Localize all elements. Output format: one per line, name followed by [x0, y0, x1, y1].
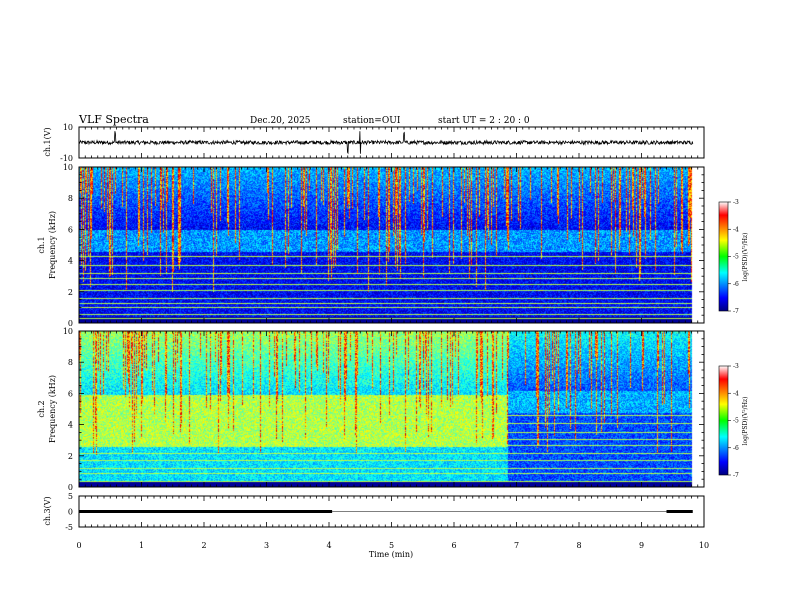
colorbar-tick-label: -4	[733, 390, 739, 397]
xtick-label: 4	[326, 541, 331, 550]
ch1-spectrogram-image	[79, 167, 704, 323]
xtick-label: 8	[576, 541, 581, 550]
ch2-spectrogram-panel: ch.2 Frequency (kHz)	[37, 330, 705, 488]
colorbar-2: -3 -4 -5 -6 -7 log(PSD)(V²/Hz)	[718, 363, 749, 479]
colorbar-tick-label: -7	[733, 472, 739, 479]
colorbar-1: -3 -4 -5 -6 -7 log(PSD)(V²/Hz)	[718, 199, 749, 315]
spec2-ytick-label: 2	[68, 452, 73, 461]
xtick-label: 10	[699, 541, 709, 550]
date-label: Dec.20, 2025	[250, 116, 311, 126]
figure-title: VLF Spectra	[78, 113, 149, 126]
colorbar-tick-label: -3	[733, 199, 739, 206]
ch3-ytick-top: 5	[68, 492, 73, 501]
xtick-label: 3	[264, 541, 269, 550]
ch3-ytick-middle: 0	[68, 508, 73, 517]
spec1-ytick-label: 6	[68, 225, 73, 234]
ch3-panel: 5 -5 ch.3(V)	[43, 492, 705, 532]
spec2-ytick-label: 8	[68, 358, 73, 367]
colorbar-tick-label: -6	[733, 281, 739, 288]
ch1-spectrogram-ylabel-2: Frequency (kHz)	[48, 211, 57, 279]
start-ut-label: start UT = 2 : 20 : 0	[438, 116, 530, 126]
ch1-waveform-ylabel: ch.1(V)	[43, 127, 52, 156]
xtick-label: 2	[201, 541, 206, 550]
colorbar-2-gradient	[718, 365, 729, 476]
colorbar-tick-label: -3	[733, 363, 739, 370]
colorbar-1-ticks: -3 -4 -5 -6 -7	[728, 199, 739, 315]
colorbar-tick-label: -7	[733, 308, 739, 315]
colorbar-1-gradient	[718, 201, 729, 312]
ch2-spectrogram-ylabel-2: Frequency (kHz)	[48, 375, 57, 443]
ch1-ytick-bottom: -10	[60, 154, 73, 163]
ch2-spectrogram-image	[79, 331, 704, 487]
xtick-label: 0	[76, 541, 81, 550]
spec1-ytick-label: 4	[68, 257, 73, 266]
spec2-ytick-label: 0	[68, 483, 73, 492]
spec1-ytick-label: 0	[68, 319, 73, 328]
xtick-label: 6	[451, 541, 456, 550]
ch3-ytick-bottom: -5	[65, 523, 73, 532]
colorbar-2-ticks: -3 -4 -5 -6 -7	[728, 363, 739, 479]
xtick-label: 5	[389, 541, 394, 550]
xtick-label: 9	[639, 541, 644, 550]
ch2-spectrogram-ylabel-1: ch.2	[37, 400, 46, 417]
spec2-ytick-label: 4	[68, 421, 73, 430]
spec1-ytick-label: 2	[68, 288, 73, 297]
station-label: station=OUI	[343, 116, 401, 126]
colorbar-tick-label: -6	[733, 445, 739, 452]
colorbar-tick-label: -5	[733, 254, 739, 261]
ch1-ytick-top: 10	[63, 123, 73, 132]
spec1-ytick-label: 8	[68, 194, 73, 203]
ch3-ylabel: ch.3(V)	[43, 496, 52, 525]
colorbar-tick-label: -4	[733, 226, 739, 233]
ch1-waveform-panel: 10 -10 ch.1(V)	[43, 123, 705, 163]
ch1-waveform-trace	[78, 131, 694, 155]
spec1-ytick-label: 10	[63, 163, 73, 172]
colorbar-2-label: log(PSD)(V²/Hz)	[742, 397, 749, 446]
spec2-ytick-label: 6	[68, 389, 73, 398]
xtick-label: 7	[514, 541, 519, 550]
ch1-spectrogram-ylabel-1: ch.1	[37, 236, 46, 253]
x-axis-label: Time (min)	[369, 550, 413, 559]
colorbar-tick-label: -5	[733, 418, 739, 425]
spec2-ytick-label: 10	[63, 327, 73, 336]
axis-ticks	[78, 127, 705, 527]
colorbar-1-label: log(PSD)(V²/Hz)	[742, 233, 749, 282]
xtick-label: 1	[139, 541, 144, 550]
ch1-spectrogram-panel: ch.1 Frequency (kHz)	[37, 166, 705, 324]
